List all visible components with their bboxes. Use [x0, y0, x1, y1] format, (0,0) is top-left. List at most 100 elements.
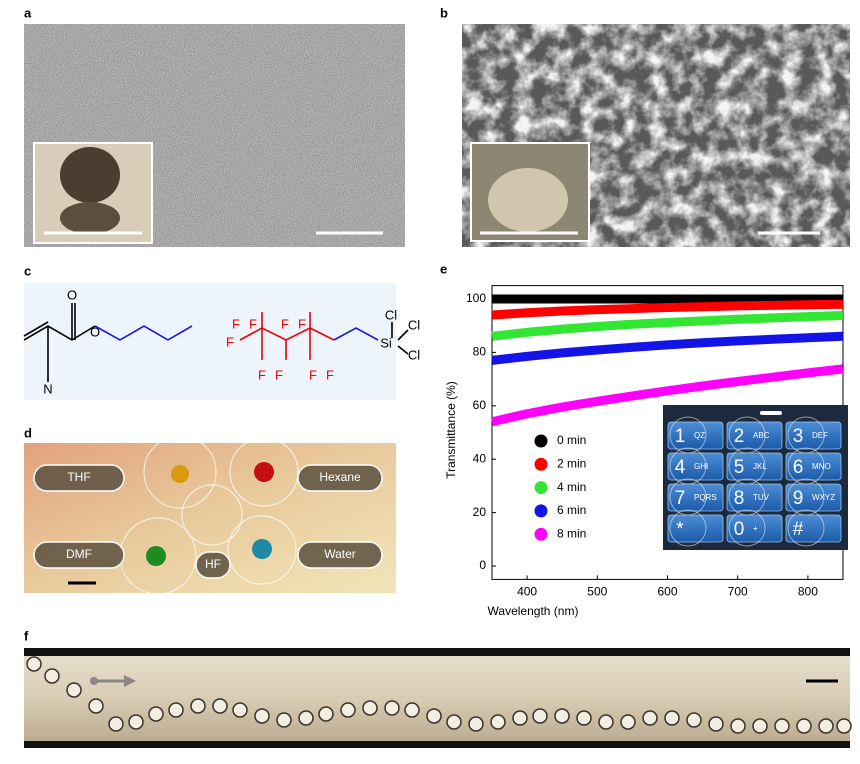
- key: [785, 452, 842, 481]
- droplet: [44, 668, 60, 684]
- droplet: [512, 710, 528, 726]
- legend-marker: [534, 504, 548, 518]
- droplet: [190, 698, 206, 714]
- y-tick-label: 60: [473, 398, 487, 412]
- droplet: [752, 718, 768, 734]
- droplet: [26, 656, 42, 672]
- x-tick-label: 600: [657, 585, 677, 599]
- atom-label: F: [249, 316, 257, 331]
- legend-label: 4 min: [557, 480, 586, 494]
- key-digit: 7: [675, 488, 686, 509]
- series-line: [491, 299, 844, 320]
- droplet: [576, 710, 592, 726]
- solvent-label: THF: [67, 470, 90, 484]
- solvent-label: HF: [205, 557, 221, 571]
- legend-marker: [534, 481, 548, 495]
- key-digit: 5: [734, 457, 745, 478]
- droplet: [318, 706, 334, 722]
- x-tick-label: 500: [587, 585, 607, 599]
- key: [667, 421, 724, 450]
- droplet-dmf: [146, 546, 166, 566]
- atom-label: O: [90, 324, 100, 339]
- track-top: [24, 648, 850, 656]
- legend-label: 0 min: [557, 433, 586, 447]
- droplet-water: [252, 539, 272, 559]
- key-letters: WXYZ: [812, 493, 835, 502]
- droplet: [60, 147, 120, 203]
- droplet-thf: [171, 465, 189, 483]
- atom-label: Cl: [408, 317, 420, 332]
- droplet: [108, 716, 124, 732]
- key: [667, 483, 724, 512]
- droplet: [620, 714, 636, 730]
- structures: [23, 303, 409, 382]
- droplet: [426, 708, 442, 724]
- droplet: [276, 712, 292, 728]
- legend-label: 2 min: [557, 456, 586, 470]
- droplets: [26, 656, 852, 734]
- droplet: [340, 702, 356, 718]
- panel-label: a: [24, 5, 32, 20]
- panel-label: f: [24, 628, 29, 643]
- key-ring: [787, 509, 825, 547]
- particle-cluster: [488, 168, 568, 232]
- key-digit: 6: [793, 457, 804, 478]
- track-bottom: [24, 741, 850, 748]
- key: [726, 483, 783, 512]
- solvent-label: Hexane: [319, 470, 361, 484]
- droplet: [468, 716, 484, 732]
- key: [726, 421, 783, 450]
- solvent-label: Water: [324, 547, 356, 561]
- key-digit: 8: [734, 488, 745, 509]
- key-letters: JKL: [753, 462, 767, 471]
- key-digit: 4: [675, 457, 686, 478]
- droplet-hexane: [254, 462, 274, 482]
- key-ring: [669, 509, 707, 547]
- droplet: [298, 710, 314, 726]
- atom-label: F: [258, 367, 266, 382]
- droplet: [168, 702, 184, 718]
- key: [785, 421, 842, 450]
- droplet: [148, 706, 164, 722]
- key-digit: *: [676, 519, 684, 540]
- key: [667, 452, 724, 481]
- x-tick-label: 700: [728, 585, 748, 599]
- arrow-head: [124, 675, 136, 687]
- droplet: [774, 718, 790, 734]
- key-letters: TUV: [753, 493, 770, 502]
- atom-label: F: [275, 367, 283, 382]
- key-ring: [728, 509, 766, 547]
- key-letters: QZ: [694, 431, 705, 440]
- key-digit: #: [793, 519, 804, 540]
- droplet: [446, 714, 462, 730]
- droplet: [730, 718, 746, 734]
- key-digit: 1: [675, 426, 686, 447]
- y-tick-label: 40: [473, 451, 487, 465]
- atom-label: Cl: [385, 307, 397, 322]
- droplet: [686, 712, 702, 728]
- key-letters: ABC: [753, 431, 770, 440]
- atom-label: F: [226, 334, 234, 349]
- panel-label: c: [24, 263, 31, 278]
- solvent-pill: [33, 541, 125, 569]
- y-axis-label: Transmittance (%): [444, 381, 458, 479]
- key-letters: GHI: [694, 462, 708, 471]
- legend-marker: [534, 457, 548, 471]
- solvent-pill: [297, 464, 383, 492]
- series-line: [491, 311, 844, 341]
- series-line: [491, 364, 844, 427]
- key: [726, 452, 783, 481]
- y-tick-label: 80: [473, 345, 487, 359]
- arrow-tail: [90, 677, 98, 685]
- droplet: [362, 700, 378, 716]
- key-digit: 2: [734, 426, 745, 447]
- atom-label: F: [281, 316, 289, 331]
- droplet: [232, 702, 248, 718]
- key: [785, 483, 842, 512]
- droplet: [598, 714, 614, 730]
- atom-label: N: [43, 381, 52, 396]
- y-tick-label: 0: [479, 558, 486, 572]
- x-tick-label: 800: [798, 585, 818, 599]
- legend-label: 8 min: [557, 526, 586, 540]
